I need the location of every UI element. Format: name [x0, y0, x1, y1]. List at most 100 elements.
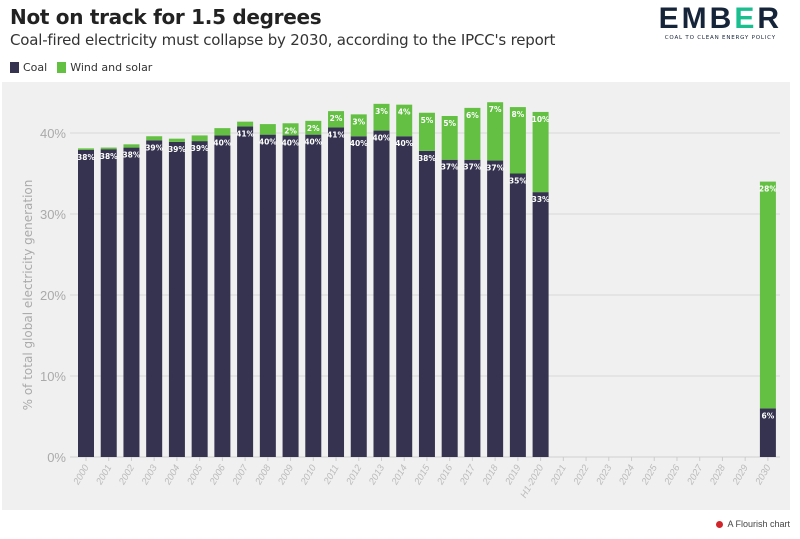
x-tick-label: 2002 [116, 462, 137, 487]
x-tick-label: 2022 [571, 462, 592, 487]
x-tick-label: 2001 [94, 463, 115, 488]
data-label-wind-solar: 7% [489, 105, 502, 114]
bar-wind-solar [487, 102, 504, 161]
data-label-coal: 38% [77, 153, 95, 162]
bar-coal [418, 150, 435, 457]
bar-coal [532, 192, 549, 457]
bar-wind-solar [259, 124, 276, 135]
x-tick-label: 2009 [276, 462, 297, 487]
x-tick-label: 2021 [548, 463, 569, 488]
x-tick-label: 2007 [230, 462, 251, 487]
data-label-coal: 39% [145, 143, 163, 152]
data-label-coal: 33% [532, 195, 550, 204]
data-label-coal: 39% [168, 145, 186, 154]
x-tick-label: 2011 [321, 463, 341, 487]
bar-wind-solar [396, 104, 413, 137]
x-tick-label: 2014 [389, 463, 410, 488]
bar-wind-solar [328, 111, 345, 128]
data-label-coal: 40% [282, 138, 300, 147]
y-tick-label: 10% [40, 369, 66, 384]
data-label-coal: 40% [350, 139, 368, 148]
legend-label-wind-solar: Wind and solar [70, 61, 153, 74]
data-label-coal: 40% [259, 138, 277, 147]
bar-coal [487, 160, 504, 457]
x-tick-label: 2017 [457, 462, 478, 487]
flourish-credit-text: A Flourish chart [727, 519, 790, 529]
bar-coal [759, 408, 776, 457]
x-tick-label: 2027 [685, 462, 706, 487]
bar-wind-solar [509, 107, 526, 174]
x-tick-label: 2008 [253, 462, 274, 487]
bar-coal [100, 149, 117, 457]
bar-coal [373, 130, 390, 457]
bar-coal [282, 135, 299, 457]
bar-wind-solar [282, 123, 299, 136]
bar-wind-solar [759, 181, 776, 409]
chart-subtitle: Coal-fired electricity must collapse by … [10, 31, 556, 49]
bar-wind-solar [100, 147, 117, 150]
bar-coal [441, 159, 458, 457]
legend-swatch-wind-solar [57, 62, 67, 73]
bar-coal [123, 147, 140, 457]
legend: Coal Wind and solar [10, 61, 152, 74]
x-tick-label: 2005 [185, 462, 206, 487]
x-tick-label: 2000 [71, 462, 92, 487]
bar-wind-solar [191, 135, 208, 142]
chart-title: Not on track for 1.5 degrees [10, 5, 322, 29]
data-label-coal: 6% [762, 411, 775, 420]
x-tick-label: 2013 [366, 462, 387, 487]
bar-chart: 0% 10% 20% 30% 40% % of total global electric… [21, 102, 780, 500]
legend-item-coal[interactable]: Coal [10, 61, 47, 74]
bar-coal [146, 140, 163, 457]
bar-coal [305, 134, 322, 457]
x-tick-label: 2025 [639, 462, 660, 487]
x-tick-label: 2019 [503, 462, 524, 487]
bar-coal [191, 141, 208, 457]
x-tick-label: 2026 [662, 462, 683, 487]
x-tick-label: 2006 [207, 462, 228, 487]
bar-wind-solar [146, 136, 163, 141]
data-label-wind-solar: 5% [443, 119, 456, 128]
bar-wind-solar [78, 148, 94, 151]
y-tick-label: 30% [40, 207, 66, 222]
data-label-wind-solar: 6% [466, 111, 479, 120]
x-tick-label: 2028 [707, 462, 728, 487]
x-tick-label: 2015 [412, 462, 433, 487]
y-tick-label: 20% [40, 288, 66, 303]
data-label-coal: 39% [191, 144, 209, 153]
bar-wind-solar [123, 144, 140, 148]
bar-wind-solar [464, 107, 481, 160]
legend-item-wind-solar[interactable]: Wind and solar [57, 61, 152, 74]
bar-wind-solar [532, 111, 549, 193]
data-label-coal: 37% [441, 163, 459, 172]
bar-wind-solar [418, 112, 435, 151]
bar-wind-solar [168, 138, 185, 142]
y-axis-title: % of total global electricity generation [21, 180, 35, 411]
bar-wind-solar [305, 120, 322, 135]
bar-wind-solar [214, 128, 231, 136]
data-label-wind-solar: 28% [759, 185, 777, 194]
y-tick-label: 40% [40, 126, 66, 141]
data-label-wind-solar: 10% [532, 115, 550, 124]
bar-coal [214, 135, 231, 457]
data-label-coal: 35% [509, 177, 527, 186]
bar-wind-solar [237, 121, 254, 127]
x-tick-label: 2024 [617, 463, 638, 488]
data-label-wind-solar: 5% [421, 116, 434, 125]
data-label-coal: 37% [486, 164, 504, 173]
flourish-credit[interactable]: A Flourish chart [716, 519, 790, 529]
bar-coal [328, 127, 345, 457]
data-label-coal: 38% [100, 152, 118, 161]
logo-tagline: COAL TO CLEAN ENERGY POLICY [664, 35, 776, 41]
flourish-icon [716, 520, 724, 528]
x-tick-label: 2012 [344, 462, 365, 487]
data-label-wind-solar: 2% [284, 126, 297, 135]
data-label-coal: 37% [463, 163, 481, 172]
data-label-coal: 38% [418, 154, 436, 163]
x-tick-label: 2030 [753, 462, 774, 487]
bar-wind-solar [373, 103, 390, 131]
bar-coal [78, 150, 94, 457]
bar-coal [509, 173, 526, 457]
data-label-wind-solar: 3% [375, 107, 388, 116]
bar-wind-solar [441, 115, 458, 160]
